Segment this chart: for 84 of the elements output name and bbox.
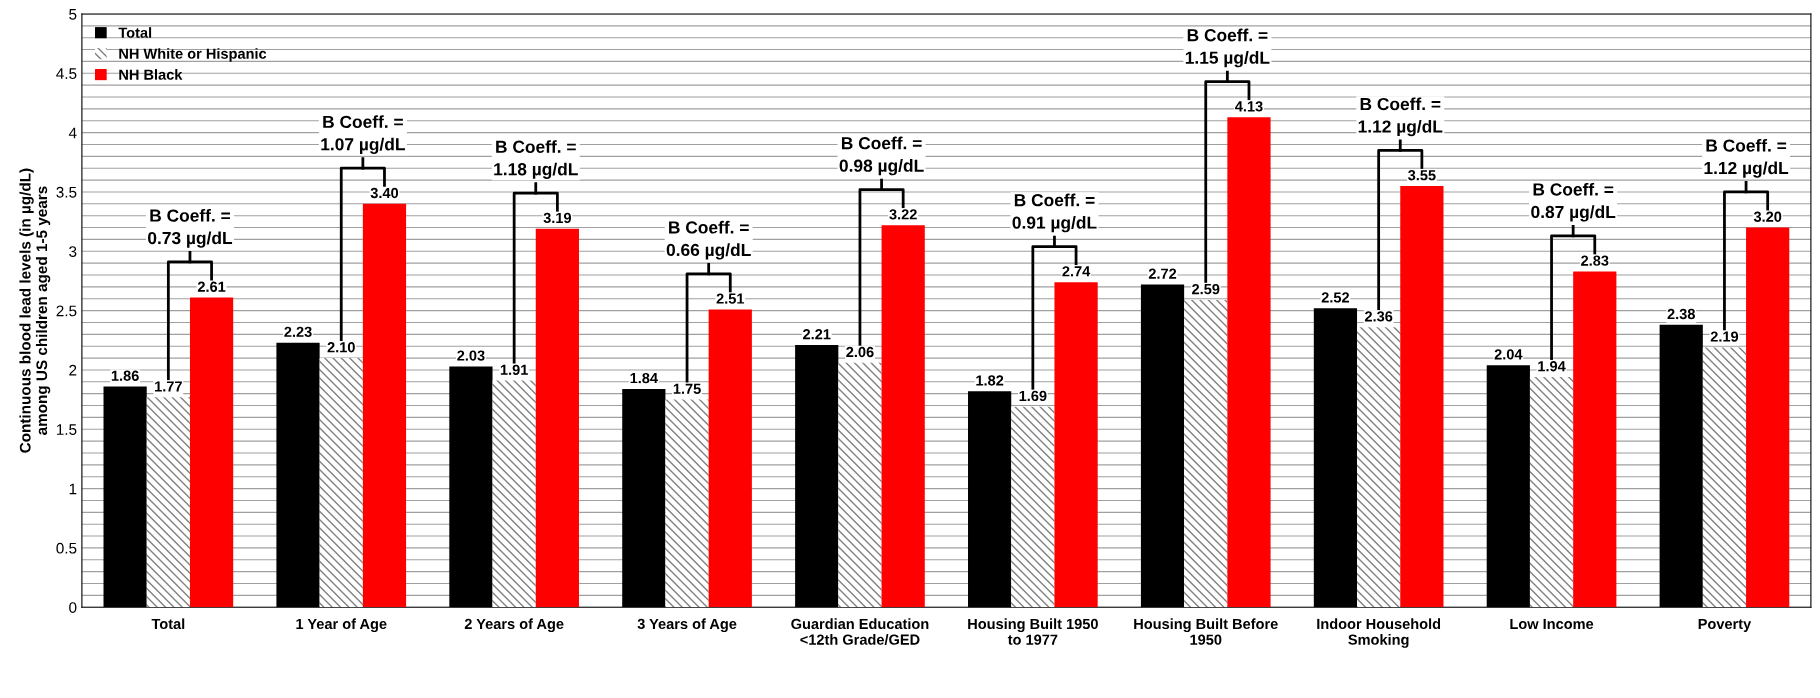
bar [146,397,190,608]
data-label: 3.40 [370,187,399,199]
data-label: 2.10 [327,342,355,353]
data-label: 2.19 [1710,331,1739,342]
data-label: 1.69 [1019,390,1047,402]
data-label: 1.94 [1538,361,1566,372]
data-label: 2.21 [803,329,831,340]
x-tick-label: Total [151,618,185,630]
data-label: 3.20 [1753,211,1782,222]
data-label: 3.19 [543,212,572,224]
bar [1529,377,1574,608]
x-tick-label: Guardian Education <12th Grade/GED [791,618,929,645]
bar [1357,327,1401,608]
data-label: 1.75 [673,383,701,394]
data-label: 2.59 [1192,283,1220,295]
bar [362,203,407,608]
y-tick-label: 3.5 [56,186,77,198]
data-label: 2.38 [1667,308,1695,320]
bar [1184,299,1228,608]
data-label: 1.82 [976,375,1004,386]
x-tick-label: 3 Years of Age [637,618,737,633]
data-label: 1.91 [500,364,528,375]
y-tick-label: 1 [69,483,77,495]
data-label: 1.84 [630,372,658,384]
y-tick-label: 4 [68,127,77,139]
data-label: 2.52 [1321,292,1350,303]
y-tick-label: 0 [69,602,77,613]
legend-label: NH Black [119,69,183,80]
bar [1054,282,1098,608]
x-tick-label: 1 Year of Age [296,618,387,633]
annotation: B Coeff. = 0.98 µg/dL [839,136,924,176]
data-label: 2.83 [1581,255,1609,266]
x-tick-label: 2 Years of Age [464,618,564,633]
annotation: B Coeff. = 1.15 µg/dL [1185,28,1270,68]
data-label: 2.36 [1364,311,1393,322]
annotation: B Coeff. = 1.12 µg/dL [1704,138,1789,178]
bar [665,399,709,608]
data-label: 3.22 [889,209,917,220]
annotation: B Coeff. = 0.87 µg/dL [1531,182,1616,222]
y-tick-label: 2 [69,364,77,376]
x-tick-label: Poverty [1698,618,1752,632]
annotation: B Coeff. = 0.66 µg/dL [666,220,751,260]
y-tick-label: 5 [69,8,77,20]
data-label: 2.06 [846,346,874,358]
x-tick-label: Low Income [1510,618,1594,630]
bar [319,358,363,608]
annotation: B Coeff. = 1.18 µg/dL [494,140,578,179]
data-label: 3.55 [1408,170,1436,181]
bar [189,297,234,608]
data-label: 2.74 [1062,266,1091,277]
y-tick-label: 1.5 [56,424,77,435]
data-label: 1.86 [111,370,139,381]
bar [1746,227,1790,608]
annotation: B Coeff. = 0.91 µg/dL [1012,193,1097,233]
data-label: 2.03 [457,350,485,361]
bar [881,225,925,608]
x-tick-label: Housing Built 1950 to 1977 [968,618,1098,645]
annotation: B Coeff. = 1.12 µg/dL [1358,97,1443,137]
data-label: 2.04 [1494,349,1523,360]
x-tick-label: Indoor Household Smoking [1317,618,1441,648]
bar [1011,406,1055,608]
data-label: 2.23 [284,326,312,338]
bar [838,362,882,608]
y-tick-label: 3 [69,246,77,257]
legend-label: Total [118,27,152,38]
annotation: B Coeff. = 0.73 µg/dL [148,208,233,248]
data-label: 4.13 [1235,101,1263,112]
data-label: 1.77 [155,381,182,392]
bar [708,309,752,608]
annotation: B Coeff. = 1.07 µg/dL [321,115,405,154]
legend-label: NH White or Hispanic [119,48,267,62]
bar [492,380,536,608]
bar [1227,117,1271,608]
data-label: 2.51 [716,293,745,304]
x-tick-label: Housing Built Before 1950 [1134,618,1278,645]
data-label: 2.61 [197,281,226,292]
y-tick-label: 4.5 [56,68,77,79]
y-tick-label: 2.5 [56,305,77,317]
y-tick-label: 0.5 [56,542,77,554]
y-axis-title: Continuous blood lead levels (in µg/dL) among US children aged 1-5 years [19,168,51,453]
data-label: 2.72 [1148,268,1177,279]
bar [1400,186,1444,608]
bar [1573,271,1617,608]
bar [535,228,579,608]
